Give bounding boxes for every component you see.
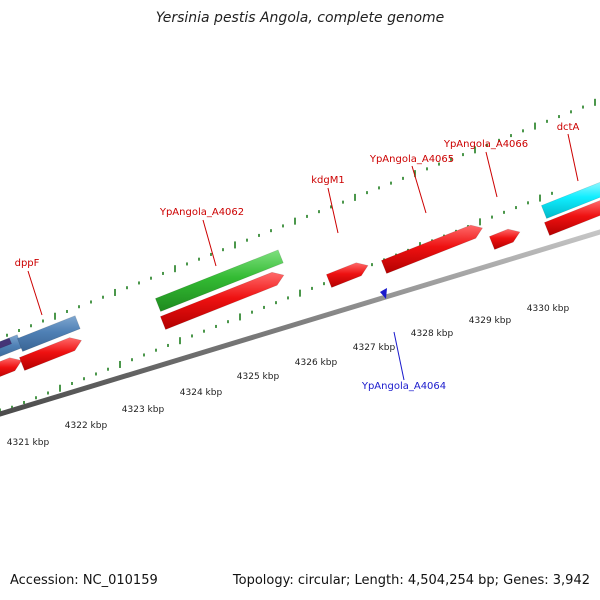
scale-label: 4323 kbp — [122, 405, 165, 415]
scale-labels: 4321 kbp 4322 kbp 4323 kbp 4324 kbp 4325 kbp… — [7, 304, 570, 448]
feature-red — [544, 200, 600, 236]
gene-features — [0, 181, 600, 377]
gene-leader-line — [411, 165, 427, 214]
scale-label: 4329 kbp — [469, 316, 512, 326]
gene-label: dctA — [557, 122, 580, 133]
scale-label: 4321 kbp — [7, 438, 50, 448]
gene-leader-line — [27, 270, 43, 316]
feature-red — [326, 262, 369, 288]
scale-label: 4327 kbp — [353, 343, 396, 353]
scale-label: 4322 kbp — [65, 421, 108, 431]
gene-leader-line — [327, 187, 339, 234]
backbone-line — [0, 229, 600, 417]
gene-leader-line — [485, 151, 498, 198]
accession-text: Accession: NC_010159 — [10, 573, 158, 588]
map-title: Yersinia pestis Angola, complete genome — [155, 10, 445, 26]
genome-info-text: Topology: circular; Length: 4,504,254 bp… — [232, 573, 590, 588]
gene-label: YpAngola_A4065 — [369, 154, 454, 165]
scale-label: 4330 kbp — [527, 304, 570, 314]
feature-red — [0, 357, 23, 377]
gene-leader-line — [567, 133, 579, 182]
gene-label: kdgM1 — [311, 175, 344, 186]
scale-label: 4326 kbp — [295, 358, 338, 368]
gene-labels: dppF YpAngola_A4062 kdgM1 YpAngola_A4065 YpA… — [15, 122, 580, 392]
gene-label: YpAngola_A4064 — [361, 381, 446, 392]
feature-red — [160, 271, 285, 330]
genome-backbone — [0, 229, 600, 417]
feature-red — [19, 337, 82, 371]
feature-blue — [17, 315, 81, 352]
scale-label: 4325 kbp — [237, 372, 280, 382]
feature-cyan — [541, 181, 600, 219]
gene-leader-line — [393, 331, 405, 381]
feature-dark — [0, 337, 12, 349]
feature-green — [155, 249, 284, 312]
feature-red — [489, 228, 521, 250]
feature-red — [381, 224, 483, 274]
scale-label: 4328 kbp — [411, 329, 454, 339]
gene-label: YpAngola_A4066 — [443, 139, 528, 150]
scale-label: 4324 kbp — [180, 388, 223, 398]
feature-reverse-blue — [380, 288, 387, 299]
gene-label: YpAngola_A4062 — [159, 207, 244, 218]
gene-label: dppF — [15, 258, 40, 269]
gene-leader-line — [202, 219, 217, 267]
